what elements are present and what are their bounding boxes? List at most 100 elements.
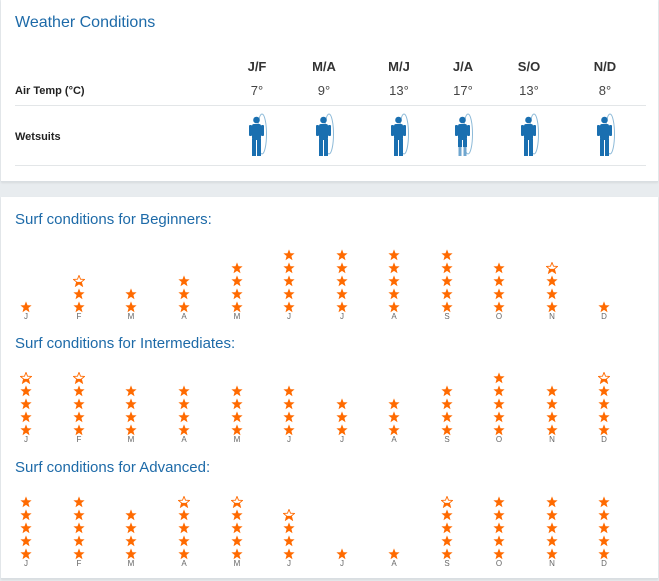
star-full-icon bbox=[125, 509, 137, 521]
month-label: A bbox=[391, 559, 397, 568]
star-full-icon bbox=[388, 411, 400, 423]
month-label: J bbox=[340, 559, 344, 568]
month-label: J bbox=[24, 435, 28, 444]
star-full-icon bbox=[336, 275, 348, 287]
star-half-icon bbox=[546, 262, 558, 274]
star-full-icon bbox=[598, 301, 610, 313]
star-full-icon bbox=[178, 411, 190, 423]
star-full-icon bbox=[73, 548, 85, 560]
month-label: M bbox=[233, 312, 241, 321]
star-full-icon bbox=[441, 398, 453, 410]
star-full-icon bbox=[546, 301, 558, 313]
month-label: F bbox=[76, 312, 82, 321]
star-full-icon bbox=[178, 548, 190, 560]
star-full-icon bbox=[441, 301, 453, 313]
month-label: S bbox=[444, 312, 450, 321]
star-full-icon bbox=[388, 249, 400, 261]
star-full-icon bbox=[125, 411, 137, 423]
star-full-icon bbox=[546, 548, 558, 560]
period-header: S/O bbox=[517, 59, 541, 74]
star-full-icon bbox=[336, 424, 348, 436]
star-full-icon bbox=[546, 424, 558, 436]
star-full-icon bbox=[178, 509, 190, 521]
star-full-icon bbox=[441, 249, 453, 261]
star-full-icon bbox=[441, 522, 453, 534]
star-full-icon bbox=[336, 548, 348, 560]
star-full-icon bbox=[546, 509, 558, 521]
full-wetsuit-icon bbox=[575, 113, 635, 159]
star-full-icon bbox=[20, 301, 32, 313]
star-full-icon bbox=[73, 535, 85, 547]
full-wetsuit-icon bbox=[227, 113, 287, 159]
month-label: O bbox=[495, 312, 503, 321]
star-full-icon bbox=[493, 398, 505, 410]
divider bbox=[15, 165, 646, 166]
surf-panel: Surf conditions for Beginners: J F M A M J J A S O… bbox=[1, 197, 658, 579]
star-full-icon bbox=[20, 535, 32, 547]
surf-section-title: Surf conditions for Beginners: bbox=[15, 211, 212, 228]
star-full-icon bbox=[546, 398, 558, 410]
star-full-icon bbox=[441, 535, 453, 547]
star-full-icon bbox=[493, 424, 505, 436]
star-full-icon bbox=[336, 411, 348, 423]
star-half-icon bbox=[441, 496, 453, 508]
star-full-icon bbox=[125, 301, 137, 313]
star-full-icon bbox=[441, 385, 453, 397]
star-full-icon bbox=[178, 535, 190, 547]
star-full-icon bbox=[231, 288, 243, 300]
star-half-icon bbox=[231, 496, 243, 508]
star-full-icon bbox=[283, 275, 295, 287]
star-full-icon bbox=[388, 288, 400, 300]
star-full-icon bbox=[283, 249, 295, 261]
star-full-icon bbox=[231, 535, 243, 547]
star-full-icon bbox=[546, 535, 558, 547]
star-full-icon bbox=[20, 522, 32, 534]
star-full-icon bbox=[178, 424, 190, 436]
star-full-icon bbox=[441, 548, 453, 560]
period-header: M/J bbox=[388, 59, 410, 74]
star-half-icon bbox=[73, 275, 85, 287]
air-temp-value: 13° bbox=[389, 83, 409, 98]
month-label: N bbox=[549, 559, 555, 568]
star-full-icon bbox=[283, 288, 295, 300]
month-label: O bbox=[495, 559, 503, 568]
month-label: M bbox=[233, 559, 241, 568]
star-full-icon bbox=[598, 522, 610, 534]
month-label: D bbox=[601, 312, 607, 321]
spring-wetsuit-icon bbox=[433, 113, 493, 159]
star-full-icon bbox=[493, 275, 505, 287]
star-full-icon bbox=[73, 411, 85, 423]
star-full-icon bbox=[178, 301, 190, 313]
star-full-icon bbox=[598, 535, 610, 547]
month-label: M bbox=[127, 559, 135, 568]
star-full-icon bbox=[283, 411, 295, 423]
star-full-icon bbox=[178, 288, 190, 300]
star-full-icon bbox=[231, 262, 243, 274]
star-full-icon bbox=[125, 385, 137, 397]
star-full-icon bbox=[20, 411, 32, 423]
star-full-icon bbox=[546, 522, 558, 534]
surf-section-title: Surf conditions for Advanced: bbox=[15, 459, 211, 476]
star-full-icon bbox=[546, 411, 558, 423]
star-full-icon bbox=[283, 385, 295, 397]
star-full-icon bbox=[73, 398, 85, 410]
star-full-icon bbox=[178, 275, 190, 287]
star-full-icon bbox=[283, 301, 295, 313]
month-label: S bbox=[444, 435, 450, 444]
air-temp-value: 8° bbox=[598, 83, 612, 98]
star-full-icon bbox=[20, 385, 32, 397]
star-full-icon bbox=[388, 424, 400, 436]
star-full-icon bbox=[283, 535, 295, 547]
star-full-icon bbox=[20, 548, 32, 560]
star-full-icon bbox=[283, 262, 295, 274]
air-temp-value: 7° bbox=[250, 83, 264, 98]
star-full-icon bbox=[493, 522, 505, 534]
star-half-icon bbox=[73, 372, 85, 384]
star-full-icon bbox=[493, 535, 505, 547]
month-label: N bbox=[549, 312, 555, 321]
star-full-icon bbox=[231, 398, 243, 410]
month-label: N bbox=[549, 435, 555, 444]
month-label: A bbox=[391, 435, 397, 444]
star-full-icon bbox=[125, 288, 137, 300]
star-full-icon bbox=[231, 509, 243, 521]
